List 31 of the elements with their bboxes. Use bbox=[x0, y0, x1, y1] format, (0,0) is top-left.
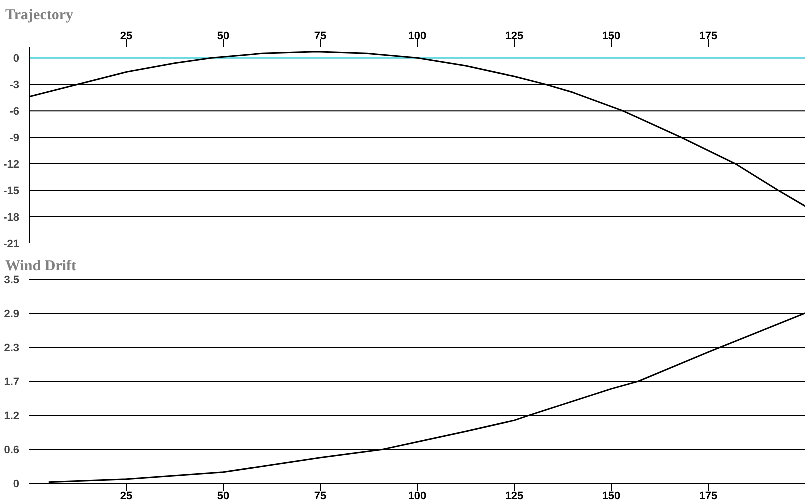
y-tick-label: -3 bbox=[10, 80, 20, 92]
x-tick-label: 125 bbox=[505, 30, 524, 42]
y-tick-label: -6 bbox=[10, 106, 20, 118]
y-tick-label: 2.9 bbox=[4, 308, 20, 320]
y-tick-label: 0.6 bbox=[4, 444, 20, 457]
x-tick-label: 25 bbox=[120, 30, 133, 42]
x-tick-label: 100 bbox=[408, 490, 427, 502]
y-tick-label: 2.3 bbox=[4, 342, 20, 355]
y-tick-label: 3.5 bbox=[4, 274, 20, 286]
y-tick-label: 0 bbox=[13, 53, 20, 66]
y-tick-label: -21 bbox=[4, 238, 20, 250]
y-tick-label: 1.7 bbox=[4, 376, 20, 388]
x-tick-label: 25 bbox=[120, 490, 133, 502]
x-tick-label: 150 bbox=[602, 30, 621, 42]
x-tick-label: 100 bbox=[408, 30, 427, 42]
y-tick-label: -12 bbox=[4, 159, 20, 172]
y-tick-label: -18 bbox=[4, 212, 20, 224]
x-tick-label: 175 bbox=[699, 490, 718, 502]
y-tick-label: 1.2 bbox=[4, 410, 20, 422]
y-tick-label: -9 bbox=[10, 132, 20, 145]
x-tick-label: 75 bbox=[314, 490, 327, 502]
chart-title: Wind Drift bbox=[6, 258, 76, 274]
y-tick-label: 0 bbox=[13, 478, 20, 490]
chart-title: Trajectory bbox=[6, 8, 74, 24]
y-tick-label: -15 bbox=[4, 186, 20, 198]
x-tick-label: 75 bbox=[314, 30, 327, 42]
x-tick-label: 50 bbox=[217, 490, 230, 502]
x-tick-label: 175 bbox=[699, 30, 718, 42]
x-tick-label: 150 bbox=[602, 490, 621, 502]
x-tick-label: 50 bbox=[217, 30, 230, 42]
x-tick-label: 125 bbox=[505, 490, 524, 502]
